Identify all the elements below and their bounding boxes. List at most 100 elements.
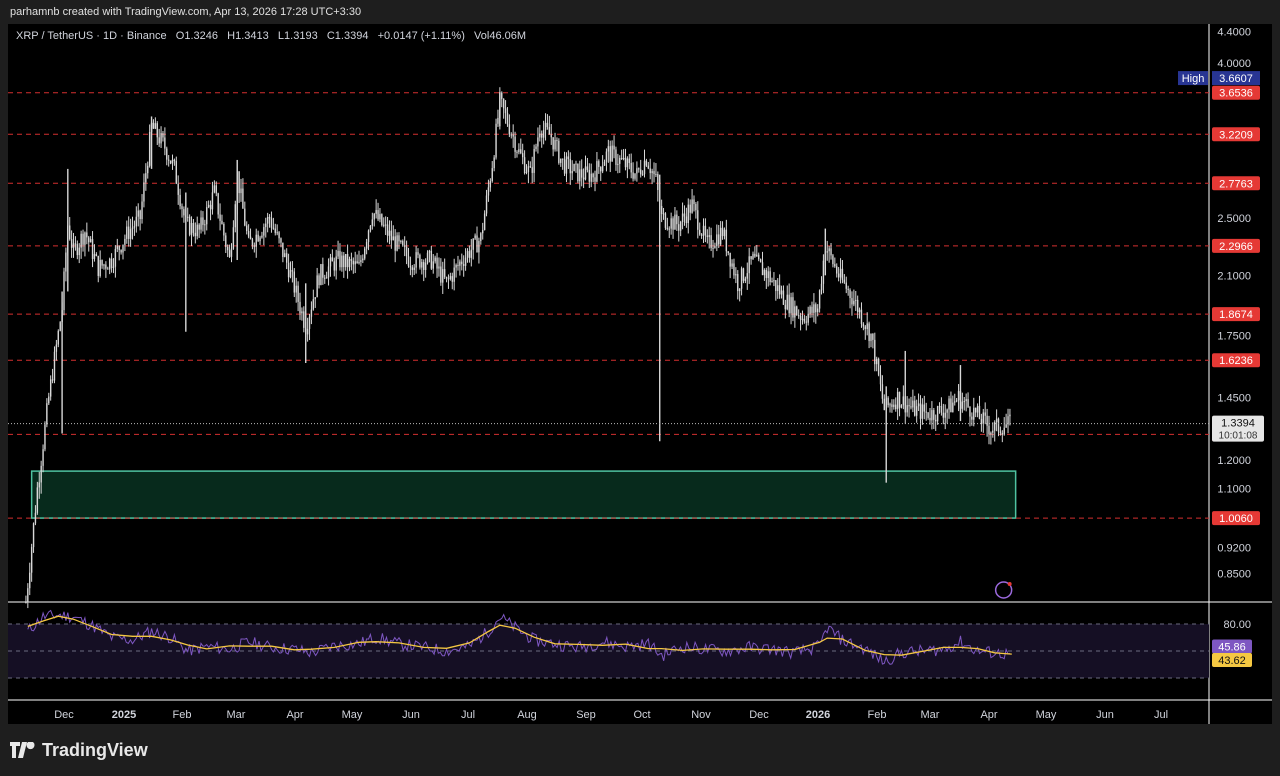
candle-body xyxy=(276,232,278,234)
candle-body xyxy=(811,306,813,313)
candle-body xyxy=(525,172,528,174)
x-tick-label: 2026 xyxy=(806,709,830,721)
candle-body xyxy=(474,235,476,239)
candle-body xyxy=(712,247,714,249)
candle-body xyxy=(327,266,330,278)
tradingview-logo-icon xyxy=(10,742,35,758)
x-tick-label: 2025 xyxy=(112,709,136,721)
candle-body xyxy=(763,269,766,276)
candle-body xyxy=(645,160,648,166)
candle-body xyxy=(761,262,764,276)
candle-body xyxy=(853,300,855,305)
candle-body xyxy=(215,185,217,194)
candle-body xyxy=(455,264,457,268)
candle-body xyxy=(876,358,878,365)
candle-body xyxy=(935,419,937,422)
candle-body xyxy=(187,216,189,218)
candle-body xyxy=(990,432,992,435)
candle-body xyxy=(371,219,374,226)
candle-body xyxy=(244,208,246,226)
candle-body xyxy=(497,117,499,124)
candle-body xyxy=(424,262,427,270)
candle-body xyxy=(128,226,130,239)
candle-body xyxy=(569,159,571,174)
candle-body xyxy=(156,123,158,138)
candle-body xyxy=(105,264,107,269)
candle-body xyxy=(754,253,756,257)
candle-body xyxy=(268,216,271,219)
candle-body xyxy=(206,207,208,225)
candle-body xyxy=(874,339,876,365)
candle-body xyxy=(196,224,198,237)
candle-body xyxy=(809,306,811,314)
countdown-label: 10:01:08 xyxy=(1219,431,1258,442)
candle-body xyxy=(685,216,688,224)
candle-body xyxy=(639,169,642,175)
candle-body xyxy=(594,177,596,182)
candle-body xyxy=(725,229,728,252)
candle-body xyxy=(982,412,984,424)
candle-body xyxy=(883,398,886,411)
candle-body xyxy=(59,322,61,331)
candle-body xyxy=(948,398,950,410)
candle-body xyxy=(51,379,54,381)
candle-body xyxy=(866,323,868,330)
candle-body xyxy=(845,282,847,289)
candle-body xyxy=(689,204,691,213)
candle-body xyxy=(533,148,535,173)
candle-body xyxy=(710,235,712,249)
candle-body xyxy=(253,245,256,247)
level-label-bg xyxy=(1212,353,1260,368)
candle-body xyxy=(426,252,429,263)
candle-body xyxy=(582,177,585,180)
candle-body xyxy=(601,165,604,172)
candle-body xyxy=(716,234,718,247)
candle-body xyxy=(238,171,240,194)
candle-body xyxy=(611,145,613,162)
candle-body xyxy=(282,242,284,257)
candle-body xyxy=(97,255,99,276)
candle-body xyxy=(523,157,526,173)
candle-body xyxy=(375,210,377,214)
candle-body xyxy=(409,265,412,268)
candle-body xyxy=(620,157,623,159)
candle-body xyxy=(900,405,903,408)
candle-body xyxy=(588,169,591,182)
price-chart-svg[interactable]: 3.65363.22092.77632.29661.86741.62361.29… xyxy=(8,24,1272,724)
candle-body xyxy=(402,240,404,246)
candle-body xyxy=(927,412,929,418)
candle-body xyxy=(641,174,644,176)
candle-body xyxy=(198,224,200,230)
candle-body xyxy=(512,134,514,137)
candle-body xyxy=(737,274,739,292)
candle-body xyxy=(856,299,859,313)
candle-body xyxy=(38,482,40,488)
y-tick-label: 1.2000 xyxy=(1217,455,1251,467)
volume-value: Vol46.06M xyxy=(474,30,527,42)
candle-body xyxy=(333,261,335,271)
rsi-upper-label: 80.00 xyxy=(1223,619,1251,631)
candle-body xyxy=(906,405,908,413)
candle-body xyxy=(257,234,259,242)
chart-area[interactable]: 3.65363.22092.77632.29661.86741.62361.29… xyxy=(8,24,1272,724)
candles-group xyxy=(25,87,1011,609)
candle-body xyxy=(550,134,552,138)
candle-body xyxy=(301,311,303,314)
tradingview-logo[interactable]: TradingView xyxy=(10,737,148,763)
candle-body xyxy=(36,487,39,513)
candle-body xyxy=(670,218,672,229)
candle-body xyxy=(116,246,118,249)
candle-body xyxy=(234,204,236,228)
candle-body xyxy=(917,403,920,407)
high-marker-label: High xyxy=(1182,73,1205,85)
candle-body xyxy=(531,167,533,173)
level-label: 1.0060 xyxy=(1219,513,1253,525)
candle-body xyxy=(44,424,46,450)
candle-body xyxy=(270,218,273,228)
candle-body xyxy=(464,257,467,266)
candle-body xyxy=(78,247,80,256)
level-label-bg xyxy=(1212,127,1260,142)
candle-body xyxy=(76,244,79,256)
candle-body xyxy=(877,358,880,375)
candle-body xyxy=(476,235,478,253)
